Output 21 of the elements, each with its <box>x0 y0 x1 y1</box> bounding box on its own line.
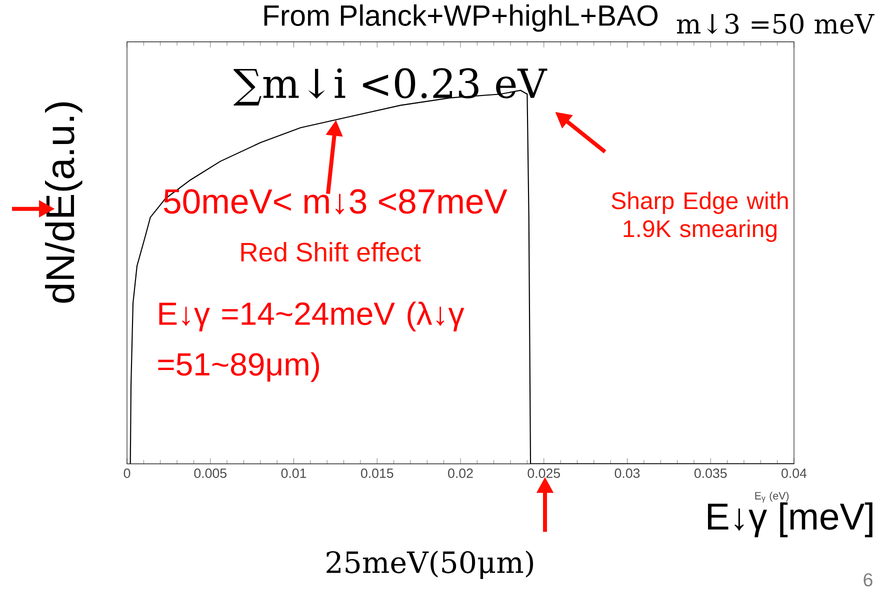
annotation: Sharp Edge with 1.9K smearing <box>612 192 788 242</box>
x-tick-label: 0 <box>124 468 130 478</box>
text: 6 <box>864 573 872 587</box>
text: 25meV(50μm) <box>326 550 534 580</box>
x-tick-label: 0.005 <box>194 468 226 478</box>
text: E↓γ [meV] <box>708 502 872 538</box>
x-tick-label: 0.03 <box>614 468 640 478</box>
x-tick-label: 0.035 <box>694 468 727 478</box>
annotation: 50meV< m↓3 <87meV <box>164 189 508 215</box>
x-tick-label: 0.04 <box>782 468 807 478</box>
x-axis-title: E$_{γ}$ (eV) <box>755 492 789 503</box>
annotation: ∑m↓i <0.23 eV <box>234 68 548 106</box>
y-axis-title: dN/dE(a.u.) <box>45 102 82 303</box>
x-tick-label: 0.02 <box>448 468 473 478</box>
text: m↓3 =50 meV <box>676 14 874 34</box>
x-tick-label: 0.015 <box>360 468 394 478</box>
x-tick-label: 0.025 <box>528 468 560 478</box>
annotation: Red Shift effect <box>241 242 421 262</box>
chart-title: From Planck+WP+highL+BAO <box>264 4 658 32</box>
x-tick-label: 0.01 <box>281 468 306 478</box>
annotation: E↓γ =14~24meV (λ↓γ =51~89μm) <box>158 302 464 382</box>
